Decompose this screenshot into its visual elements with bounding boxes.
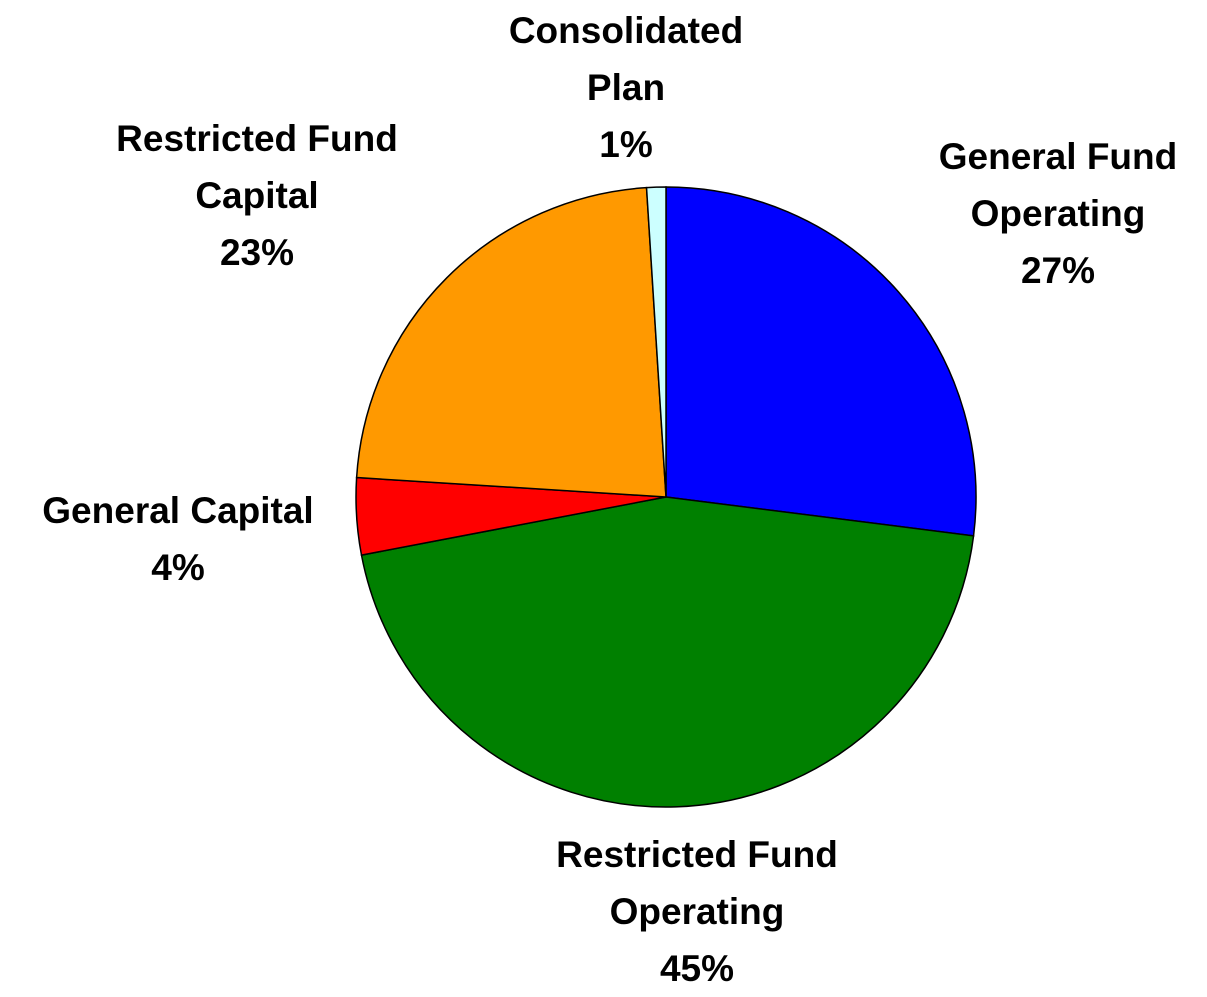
slice-label: General Fund Operating 27% — [878, 128, 1207, 299]
category-label: General Capital — [42, 490, 314, 531]
slice-label: General Capital 4% — [3, 482, 353, 596]
pie-slice — [360, 496, 975, 808]
slice-label: Restricted Fund Capital 23% — [77, 110, 437, 281]
category-label: Restricted Fund Operating — [556, 834, 838, 932]
pie-slice — [355, 186, 667, 498]
value-label: 4% — [151, 547, 205, 588]
value-label: 23% — [219, 232, 295, 273]
pie-slice — [665, 186, 977, 537]
value-label: 1% — [599, 124, 653, 165]
value-label: 27% — [1020, 250, 1096, 291]
value-label: 45% — [659, 948, 735, 989]
category-label: Restricted Fund Capital — [116, 118, 398, 216]
category-label: Consolidated Plan — [508, 10, 744, 108]
pie-slice — [645, 186, 667, 498]
slice-label: Restricted Fund Operating 45% — [507, 826, 887, 997]
slice-label: Consolidated Plan 1% — [476, 2, 776, 173]
category-label: General Fund Operating — [938, 136, 1178, 234]
